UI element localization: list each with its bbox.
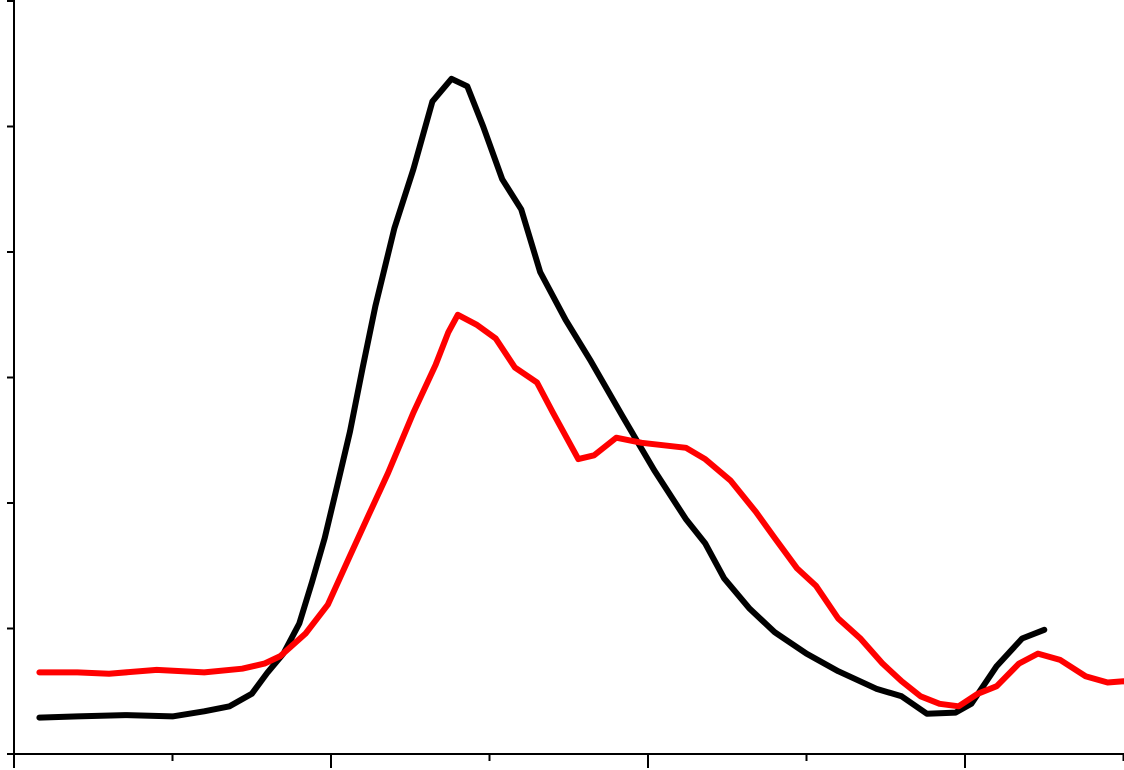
series-line-1 <box>36 75 1048 721</box>
x-ticks <box>13 754 1124 768</box>
axes <box>7 0 1124 768</box>
series-line-2 <box>36 311 1124 710</box>
y-ticks <box>7 0 14 755</box>
series-layer <box>36 75 1124 721</box>
